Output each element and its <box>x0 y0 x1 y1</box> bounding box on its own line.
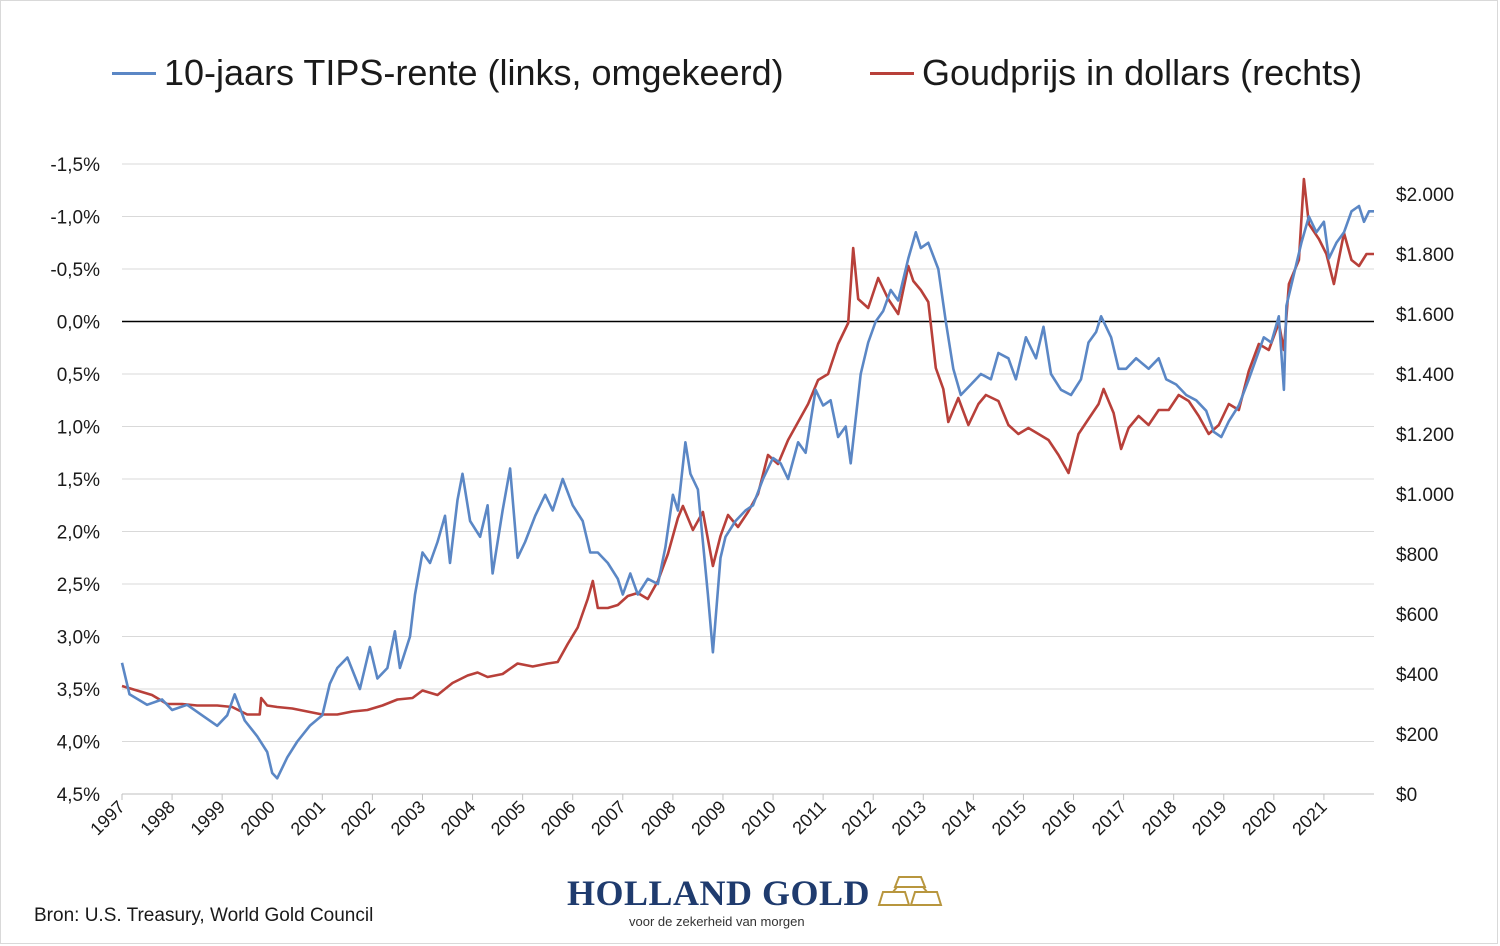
x-tick-label: 1998 <box>136 797 178 839</box>
left-axis: -1,5% -1,0% -0,5% 0,0% 0,5% 1,0% 1,5% 2,0% 2,5% 3… <box>50 155 100 806</box>
left-tick-label: 0,5% <box>57 365 100 386</box>
x-tick-label: 2021 <box>1288 797 1330 839</box>
x-tick-label: 2019 <box>1188 797 1230 839</box>
right-axis: $0 $200 $400 $600 $800 $1.000 $1.200 $1.400 $1.6… <box>1396 185 1454 806</box>
legend-label-tips: 10-jaars TIPS-rente (links, omgekeerd) <box>164 52 784 93</box>
legend-swatch-gold <box>870 71 914 75</box>
x-tick-label: 2013 <box>888 797 930 839</box>
x-tick-label: 2020 <box>1238 797 1280 839</box>
left-tick-label: 4,0% <box>57 733 100 754</box>
x-axis: 1997 1998 1999 2000 2001 2002 2003 2004 2005 2006… <box>86 793 1374 839</box>
x-tick-label: 2010 <box>737 797 779 839</box>
legend-swatch-tips <box>112 71 156 75</box>
left-tick-label: -1,0% <box>50 208 100 229</box>
source-note: Bron: U.S. Treasury, World Gold Council <box>34 905 374 926</box>
logo-tagline: voor de zekerheid van morgen <box>629 914 805 929</box>
series-line-tips-rate <box>120 204 1374 780</box>
x-tick-label: 2012 <box>838 797 880 839</box>
right-tick-label: $400 <box>1396 665 1438 686</box>
left-tick-label: 3,5% <box>57 680 100 701</box>
x-tick-label: 2006 <box>537 797 579 839</box>
x-tick-label: 2018 <box>1138 797 1180 839</box>
x-tick-label: 2014 <box>938 797 980 839</box>
x-tick-label: 2005 <box>487 797 529 839</box>
right-tick-label: $600 <box>1396 605 1438 626</box>
x-tick-label: 2015 <box>988 797 1030 839</box>
series-group <box>120 177 1374 780</box>
left-tick-label: -0,5% <box>50 260 100 281</box>
left-tick-label: 3,0% <box>57 628 100 649</box>
legend-label-gold: Goudprijs in dollars (rechts) <box>922 52 1363 93</box>
left-tick-label: -1,5% <box>50 155 100 176</box>
gridlines <box>122 163 1374 795</box>
left-tick-label: 2,5% <box>57 575 100 596</box>
x-tick-label: 2007 <box>587 797 629 839</box>
right-tick-label: $0 <box>1396 785 1417 806</box>
left-tick-label: 2,0% <box>57 523 100 544</box>
right-tick-label: $800 <box>1396 545 1438 566</box>
x-tick-label: 2017 <box>1088 797 1130 839</box>
left-tick-label: 1,0% <box>57 418 100 439</box>
right-tick-label: $2.000 <box>1396 185 1454 206</box>
left-tick-label: 0,0% <box>57 313 100 334</box>
logo-name: HOLLAND GOLD <box>567 873 871 913</box>
right-tick-label: $1.400 <box>1396 365 1454 386</box>
x-tick-label: 2016 <box>1038 797 1080 839</box>
right-tick-label: $1.000 <box>1396 485 1454 506</box>
legend: 10-jaars TIPS-rente (links, omgekeerd) G… <box>0 52 1500 102</box>
x-tick-label: 2011 <box>788 797 830 839</box>
x-tick-label: 1999 <box>187 797 229 839</box>
x-tick-label: 2001 <box>287 797 329 839</box>
legend-item-tips: 10-jaars TIPS-rente (links, omgekeerd) <box>112 52 784 94</box>
x-tick-label: 2009 <box>687 797 729 839</box>
left-tick-label: 1,5% <box>57 470 100 491</box>
left-tick-label: 4,5% <box>57 785 100 806</box>
x-tick-label: 2000 <box>237 797 279 839</box>
right-tick-label: $1.600 <box>1396 305 1454 326</box>
x-tick-label: 2008 <box>637 797 679 839</box>
legend-item-gold: Goudprijs in dollars (rechts) <box>870 52 1362 94</box>
x-tick-label: 2004 <box>437 797 479 839</box>
gold-bars-icon <box>877 876 943 906</box>
series-line-gold-price <box>121 177 1374 716</box>
holland-gold-logo: HOLLAND GOLD voor de zekerheid van morge… <box>567 872 947 932</box>
right-tick-label: $1.800 <box>1396 245 1454 266</box>
right-tick-label: $200 <box>1396 725 1438 746</box>
x-tick-label: 2003 <box>387 797 429 839</box>
right-tick-label: $1.200 <box>1396 425 1454 446</box>
x-tick-label: 2002 <box>337 797 379 839</box>
